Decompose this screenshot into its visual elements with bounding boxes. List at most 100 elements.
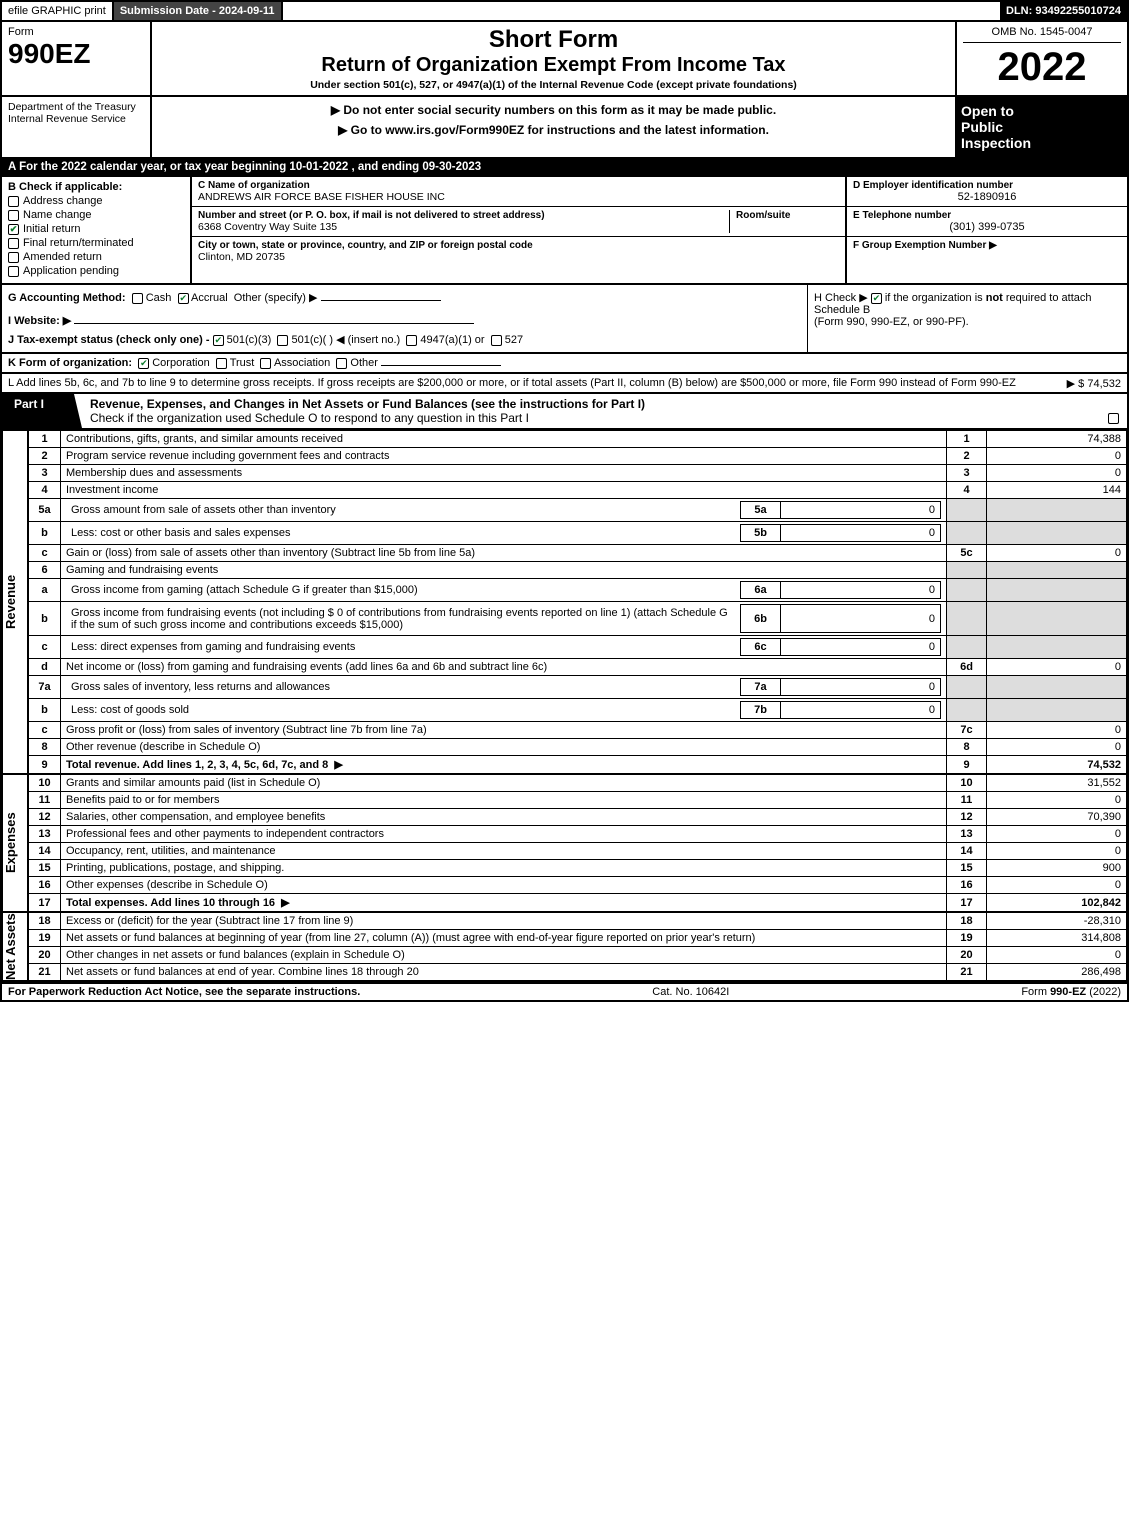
form-number: 990EZ [8,38,144,70]
form-word: Form [8,26,144,38]
expenses-section: Expenses 10Grants and similar amounts pa… [0,774,1129,912]
chk-cash[interactable] [132,293,143,304]
g-h-block: G Accounting Method: Cash Accrual Other … [0,285,1129,354]
table-row: cLess: direct expenses from gaming and f… [29,636,1127,659]
g-row: G Accounting Method: Cash Accrual Other … [8,291,801,304]
column-def: D Employer identification number 52-1890… [847,177,1127,283]
table-row: 1Contributions, gifts, grants, and simil… [29,431,1127,448]
table-row: aGross income from gaming (attach Schedu… [29,579,1127,602]
table-row: 12Salaries, other compensation, and empl… [29,809,1127,826]
accrual-label: Accrual [191,292,228,304]
checkbox-icon: ✔ [8,224,19,235]
table-row: 9Total revenue. Add lines 1, 2, 3, 4, 5c… [29,756,1127,774]
table-row: 2Program service revenue including gover… [29,448,1127,465]
room-label: Room/suite [736,210,839,221]
chk-label: Initial return [23,223,80,235]
table-row: 8Other revenue (describe in Schedule O)8… [29,739,1127,756]
chk-501c[interactable] [277,335,288,346]
table-row: cGross profit or (loss) from sales of in… [29,722,1127,739]
checkbox-icon [8,238,19,249]
ein-label: D Employer identification number [853,180,1121,191]
chk-501c3[interactable] [213,335,224,346]
i-label: I Website: ▶ [8,315,71,327]
l-text: L Add lines 5b, 6c, and 7b to line 9 to … [8,377,1016,389]
table-row: 3Membership dues and assessments30 [29,465,1127,482]
submission-date-button[interactable]: Submission Date - 2024-09-11 [114,2,283,20]
k-other-input[interactable] [381,365,501,366]
title-block: Short Form Return of Organization Exempt… [152,22,957,95]
submission-date-label: Submission Date - 2024-09-11 [120,5,275,17]
city-label: City or town, state or province, country… [198,240,839,251]
chk-name-change[interactable]: Name change [8,209,184,221]
chk-accrual[interactable] [178,293,189,304]
j-opt1: 501(c)(3) [227,334,272,346]
k-label: K Form of organization: [8,357,132,369]
note-goto-text[interactable]: Go to www.irs.gov/Form990EZ for instruct… [351,123,769,137]
part-i-title: Revenue, Expenses, and Changes in Net As… [82,394,1127,428]
chk-assoc[interactable] [260,358,271,369]
dept-block: Department of the Treasury Internal Reve… [2,97,152,157]
chk-application-pending[interactable]: Application pending [8,265,184,277]
chk-label: Name change [23,209,92,221]
omb-number: OMB No. 1545-0047 [963,26,1121,43]
org-name-row: C Name of organization ANDREWS AIR FORCE… [192,177,845,207]
chk-other[interactable] [336,358,347,369]
j-row: J Tax-exempt status (check only one) - 5… [8,333,801,346]
table-row: bLess: cost of goods sold7b0 [29,699,1127,722]
chk-corp[interactable] [138,358,149,369]
topbar: efile GRAPHIC print Submission Date - 20… [0,0,1129,20]
open-line2: Public [961,119,1123,135]
website-input[interactable] [74,323,474,324]
chk-schedule-o[interactable] [1108,413,1119,424]
group-row: F Group Exemption Number ▶ [847,237,1127,254]
omb-year-block: OMB No. 1545-0047 2022 [957,22,1127,95]
other-specify-input[interactable] [321,300,441,301]
efile-label: efile GRAPHIC print [8,5,106,17]
checkbox-icon [8,266,19,277]
group-label: F Group Exemption Number ▶ [853,240,1121,251]
table-row: 21Net assets or fund balances at end of … [29,964,1127,981]
k-other: Other [350,357,378,369]
chk-4947[interactable] [406,335,417,346]
chk-label: Application pending [23,265,119,277]
chk-final-return[interactable]: Final return/terminated [8,237,184,249]
table-row: 18Excess or (deficit) for the year (Subt… [29,913,1127,930]
b-label: B Check if applicable: [8,181,184,193]
chk-amended-return[interactable]: Amended return [8,251,184,263]
open-public-box: Open to Public Inspection [957,97,1127,157]
table-row: 6Gaming and fundraising events [29,562,1127,579]
table-row: cGain or (loss) from sale of assets othe… [29,545,1127,562]
open-line3: Inspection [961,135,1123,151]
open-inspection-block: Open to Public Inspection [957,97,1127,157]
table-row: dNet income or (loss) from gaming and fu… [29,659,1127,676]
info-block: B Check if applicable: Address change Na… [0,177,1129,285]
cash-label: Cash [146,292,172,304]
page-footer: For Paperwork Reduction Act Notice, see … [0,983,1129,1002]
note-goto: Go to www.irs.gov/Form990EZ for instruct… [158,123,949,137]
dln-cell: DLN: 93492255010724 [1000,2,1127,20]
checkbox-icon [8,210,19,221]
i-row: I Website: ▶ [8,314,801,327]
j-opt4: 527 [505,334,523,346]
k-row: K Form of organization: Corporation Trus… [0,354,1129,374]
chk-initial-return[interactable]: ✔ Initial return [8,223,184,235]
footer-center: Cat. No. 10642I [652,986,729,998]
netassets-table: 18Excess or (deficit) for the year (Subt… [28,912,1127,981]
chk-address-change[interactable]: Address change [8,195,184,207]
form-id-block: Form 990EZ [2,22,152,95]
chk-h[interactable] [871,293,882,304]
dln-label: DLN: 93492255010724 [1006,5,1121,17]
chk-trust[interactable] [216,358,227,369]
chk-label: Address change [23,195,103,207]
column-c: C Name of organization ANDREWS AIR FORCE… [192,177,847,283]
efile-link[interactable]: efile GRAPHIC print [2,2,114,20]
street-row: Number and street (or P. O. box, if mail… [192,207,845,237]
part-i-check-note: Check if the organization used Schedule … [90,411,529,425]
c-name-label: C Name of organization [198,180,839,191]
table-row: bLess: cost or other basis and sales exp… [29,522,1127,545]
chk-527[interactable] [491,335,502,346]
subtitle: Under section 501(c), 527, or 4947(a)(1)… [158,79,949,91]
part-i-tab: Part I [2,394,82,428]
open-line1: Open to [961,103,1123,119]
phone-label: E Telephone number [853,210,1121,221]
